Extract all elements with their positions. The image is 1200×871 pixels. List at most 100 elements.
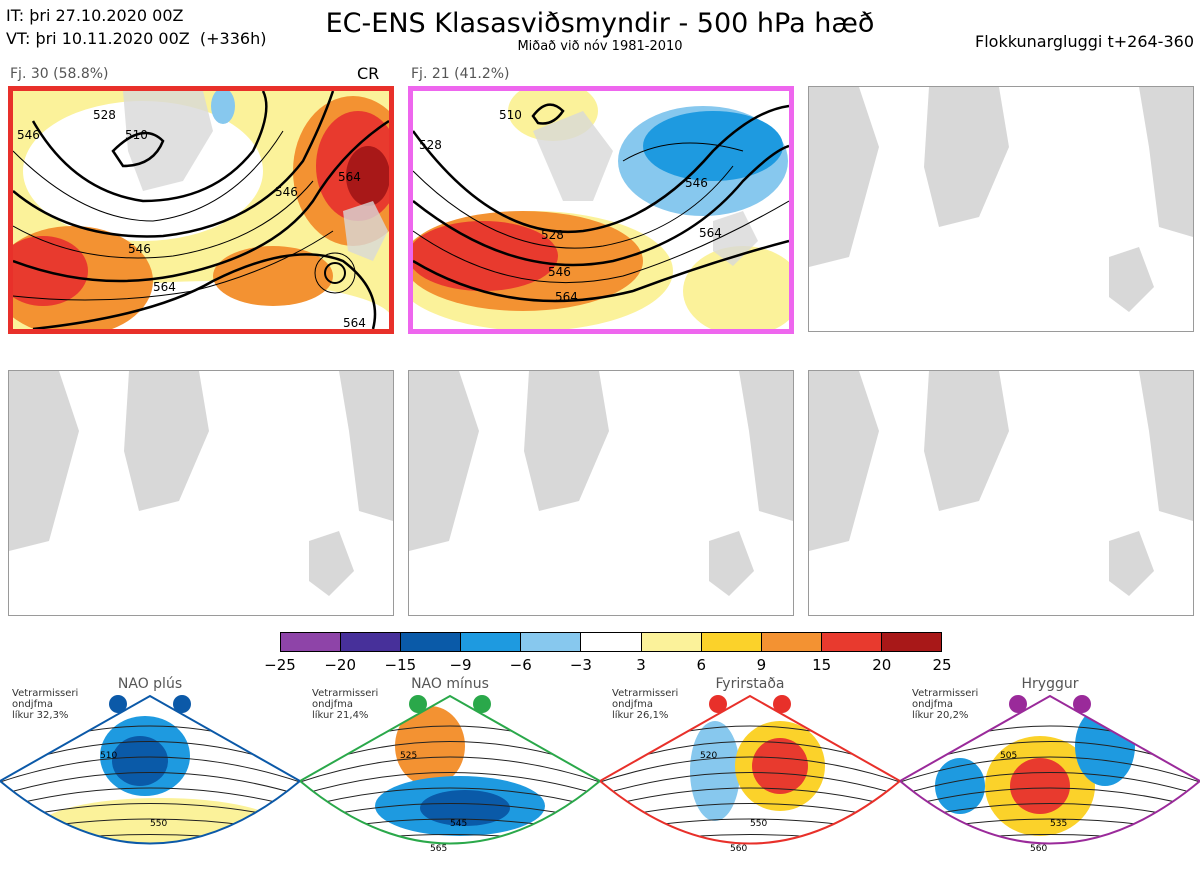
colorbar-swatch: [641, 633, 702, 651]
regime-name: NAO mínus: [411, 676, 489, 692]
height-contour: [900, 850, 1200, 860]
regime-marker: [173, 695, 191, 713]
colorbar-swatch: [341, 633, 402, 651]
cluster-2-contour-564b: 564: [699, 226, 722, 240]
cluster-2-contour-510: 510: [499, 108, 522, 122]
cluster-3-map: [808, 86, 1194, 332]
regime-contour-label: 550: [750, 819, 767, 829]
cluster-1-tag: CR: [357, 64, 380, 83]
height-contour: [900, 772, 1200, 796]
colorbar-tick-label: −9: [449, 656, 472, 674]
colorbar-tick-label: 6: [696, 656, 707, 674]
colorbar-swatch: [401, 633, 462, 651]
cluster-1-contour-564b: 564: [338, 170, 361, 184]
anomaly-shading: [752, 738, 808, 794]
regime-map: 505 535 560 Hryggur Vetrarmisseri ondjfma líku…: [900, 676, 1200, 871]
colorbar-tick-label: 20: [872, 656, 892, 674]
regime-note: Vetrarmisseri ondjfma líkur 26,1%: [612, 688, 679, 721]
colorbar-tick-label: 3: [636, 656, 646, 674]
regime-contour-label: 560: [1030, 844, 1047, 854]
cluster-1-contour-528: 528: [93, 108, 116, 122]
height-contour: [600, 787, 900, 809]
regime-contour-label: 505: [1000, 751, 1017, 761]
anomaly-shading: [935, 758, 985, 814]
cluster-1-label: Fj. 30 (58.8%): [10, 66, 109, 82]
regime-outline: [600, 694, 900, 845]
regime-map: 525 545 565 NAO mínus Vetrarmisseri ondjfma lí…: [300, 676, 600, 871]
colorbar-swatch: [701, 633, 762, 651]
colorbar-swatch: [581, 633, 642, 651]
cluster-6-map: [808, 370, 1194, 616]
cluster-2-contour-564a: 564: [555, 290, 578, 304]
colorbar-tick-label: 25: [932, 656, 952, 674]
colorbar-swatch: [521, 633, 582, 651]
regime-marker: [109, 695, 127, 713]
height-contour: [600, 834, 900, 844]
colorbar-tick-label: −6: [509, 656, 532, 674]
height-contour: [600, 850, 900, 860]
colorbar-swatch: [281, 633, 342, 651]
height-contour: [0, 850, 300, 860]
height-contour: [600, 772, 900, 796]
page-subtitle: Miðað við nóv 1981-2010: [517, 39, 683, 54]
colorbar-tick-label: −3: [569, 656, 592, 674]
cluster-2-map: 510 528 528 546 546 564 564: [408, 86, 794, 334]
height-contour: [0, 756, 300, 783]
cluster-1-contour-564c: 564: [343, 316, 366, 329]
regime-marker: [709, 695, 727, 713]
regime-marker: [409, 695, 427, 713]
colorbar-tick-label: −20: [324, 656, 356, 674]
height-contour: [300, 834, 600, 844]
regime-marker: [773, 695, 791, 713]
colorbar-swatch: [761, 633, 822, 651]
cluster-4-map: [8, 370, 394, 616]
regime-contour-label: 535: [1050, 819, 1067, 829]
height-contour: [300, 756, 600, 783]
valid-time: VT: þri 10.11.2020 00Z (+336h): [6, 29, 267, 48]
anomaly-colorbar: [280, 632, 942, 652]
cluster-2-contour-528b: 528: [541, 228, 564, 242]
regime-contour-label: 520: [700, 751, 717, 761]
cluster-1-contour-546b: 546: [128, 242, 151, 256]
colorbar-tick-label: 15: [812, 656, 832, 674]
regime-outline: [300, 694, 600, 845]
regime-note: Vetrarmisseri ondjfma líkur 21,4%: [312, 688, 379, 721]
cluster-1-contour-510: 510: [125, 128, 148, 142]
height-contour: [300, 787, 600, 809]
regime-note: Vetrarmisseri ondjfma líkur 20,2%: [912, 688, 979, 721]
regime-contour-label: 550: [150, 819, 167, 829]
cluster-2-contour-528a: 528: [419, 138, 442, 152]
cluster-5-map: [408, 370, 794, 616]
regime-name: Fyrirstaða: [715, 676, 785, 692]
colorbar-tick-label: −15: [384, 656, 417, 674]
regime-marker: [1073, 695, 1091, 713]
regime-marker: [473, 695, 491, 713]
anomaly-shading: [420, 790, 510, 826]
colorbar-swatch: [881, 633, 942, 651]
regime-outline: [0, 694, 300, 845]
regime-note: Vetrarmisseri ondjfma líkur 32,3%: [12, 688, 79, 721]
init-time: IT: þri 27.10.2020 00Z: [6, 6, 184, 25]
cluster-2-label: Fj. 21 (41.2%): [411, 66, 510, 82]
regime-contour-label: 565: [430, 844, 447, 854]
colorbar-swatch: [461, 633, 522, 651]
regime-outline: [900, 694, 1200, 845]
regime-map: 510 550 NAO plús Vetrarmisseri ondjfma líkur …: [0, 676, 300, 871]
height-contour: [300, 850, 600, 860]
regime-map: 520 550 560 Fyrirstaða Vetrarmisseri ondjfma l…: [600, 676, 900, 871]
regime-contour-label: 560: [730, 844, 747, 854]
height-contour: [900, 756, 1200, 783]
cluster-1-map: 510 528 546 546 564 564 564 546: [8, 86, 394, 334]
height-contour: [300, 772, 600, 796]
anomaly-shading: [112, 736, 168, 786]
height-contour: [600, 756, 900, 783]
cluster-2-contour-546b: 546: [685, 176, 708, 190]
cluster-1-contour-546c: 546: [275, 185, 298, 199]
height-contour: [0, 772, 300, 796]
anomaly-shading: [1010, 758, 1070, 814]
regime-contour-label: 510: [100, 751, 117, 761]
height-contour: [0, 787, 300, 809]
cluster-1-contour-564a: 564: [153, 280, 176, 294]
colorbar-swatch: [821, 633, 882, 651]
regime-name: NAO plús: [117, 676, 183, 692]
